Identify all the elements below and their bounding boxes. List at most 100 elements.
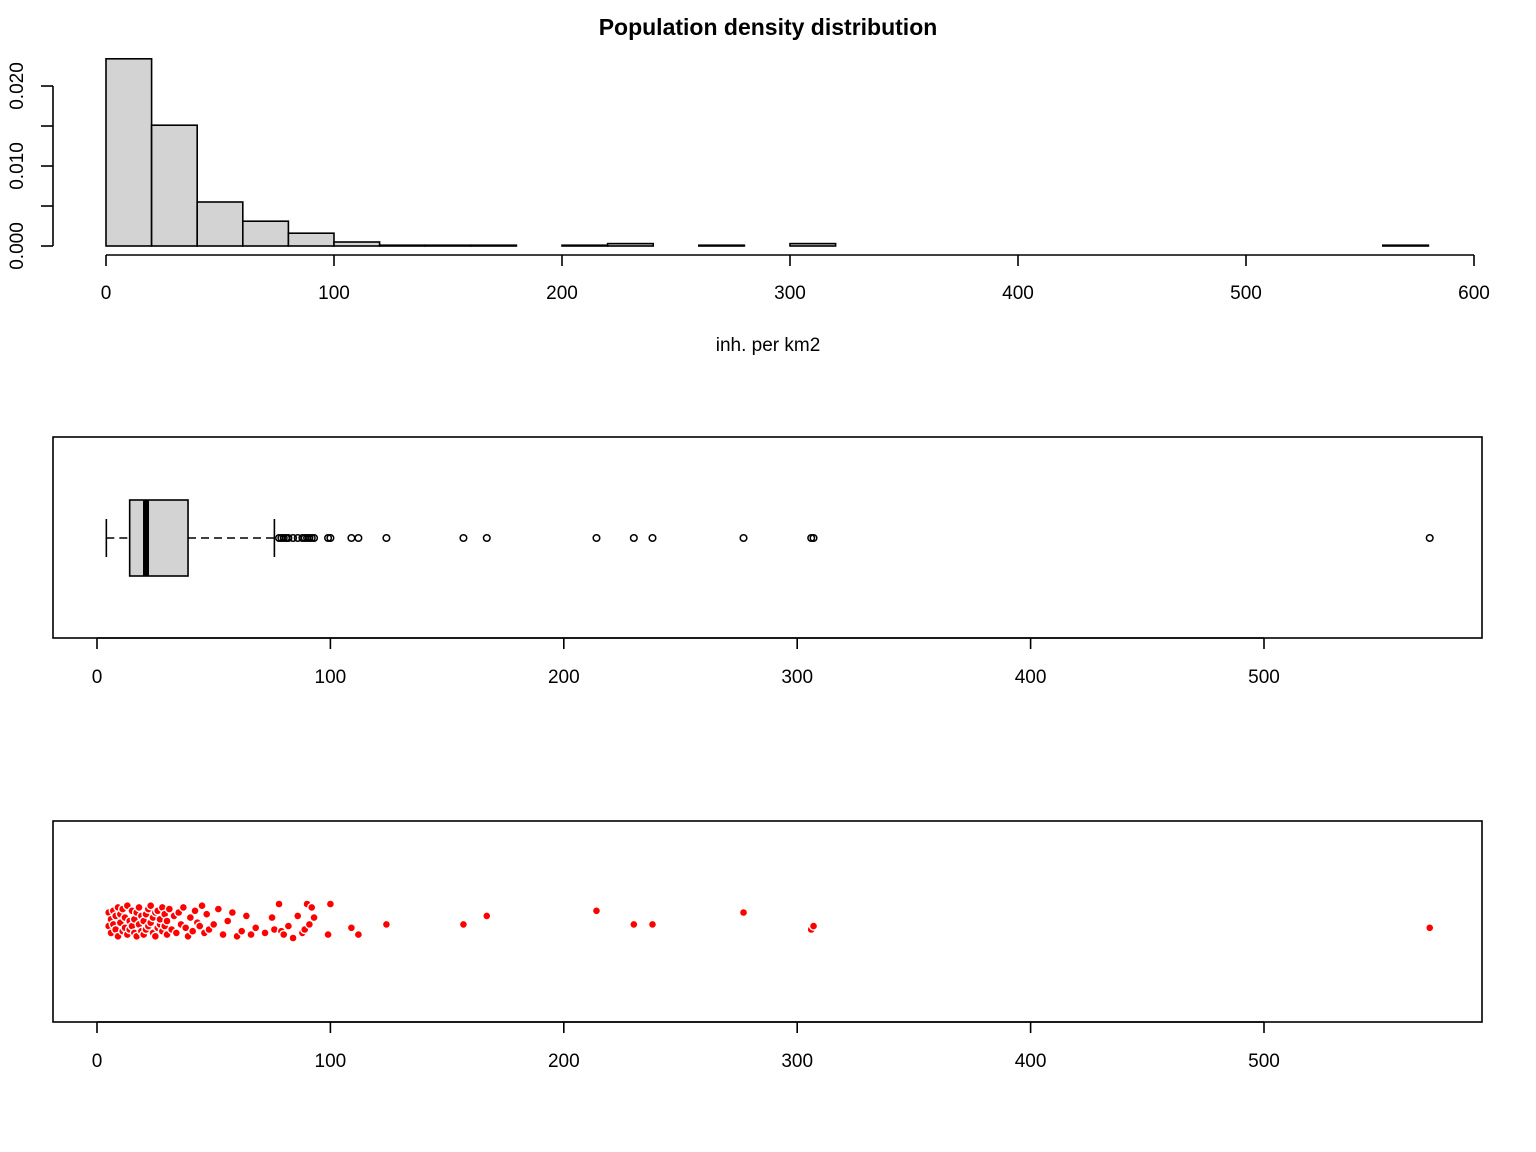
boxplot-x-axis: 0 100 200 300 400 500 — [92, 637, 1280, 688]
histogram-bar-8 — [469, 244, 518, 247]
x-axis-tick-label: 200 — [548, 1051, 580, 1072]
histogram-bar-5 — [333, 241, 381, 247]
stripchart-point — [288, 933, 298, 943]
histogram-bar-1 — [150, 124, 199, 247]
boxplot-outlier — [1425, 533, 1434, 543]
stripchart-point — [227, 907, 238, 918]
x-axis-tick-label: 500 — [1248, 1051, 1280, 1072]
histogram-x-axis-label: inh. per km2 — [716, 335, 821, 356]
histogram-bar-0 — [105, 57, 153, 247]
boxplot-outlier — [592, 533, 601, 543]
histogram-x-tick-label: 0 — [101, 283, 112, 304]
histogram-y-tick-label: 0.020 — [7, 62, 28, 110]
x-axis-tick-label: 300 — [781, 1051, 813, 1072]
stripchart-point — [171, 928, 182, 938]
boxplot-box — [128, 499, 189, 577]
stripchart-point — [325, 899, 336, 909]
stripchart-point — [241, 911, 252, 921]
histogram-bars — [105, 57, 1430, 247]
x-axis-tick-label: 400 — [1015, 667, 1047, 688]
x-axis-tick-label: 400 — [1015, 1051, 1047, 1072]
stripchart-point — [164, 904, 175, 914]
stripchart-point — [647, 919, 658, 930]
histogram-x-axis: 0 100 200 300 400 500 600 — [101, 254, 1490, 304]
stripchart-point — [162, 916, 172, 926]
histogram-bar-7 — [424, 244, 472, 247]
stripchart-point — [208, 919, 219, 930]
histogram-x-tick-label: 500 — [1230, 283, 1262, 304]
histogram-y-axis: 0.000 0.010 0.020 — [7, 62, 54, 270]
x-axis-tick-label: 0 — [92, 1051, 103, 1072]
stripchart-point — [283, 921, 294, 931]
stripchart-point — [323, 929, 333, 940]
stripchart-point — [237, 926, 247, 936]
histogram-x-tick-label: 100 — [318, 283, 350, 304]
stripchart-point — [1425, 923, 1435, 933]
histogram-bar-4 — [287, 232, 335, 247]
stripchart-point — [178, 902, 189, 913]
stripchart-point — [251, 923, 261, 933]
stripchart-point — [307, 902, 317, 913]
stripchart-point — [381, 919, 392, 930]
boxplot-outlier — [354, 533, 363, 543]
stripchart-point — [197, 901, 207, 911]
stripchart-point — [145, 901, 156, 911]
stripchart-point — [267, 912, 277, 923]
stripchart-point — [150, 931, 161, 941]
x-axis-tick-label: 500 — [1248, 667, 1280, 688]
stripchart-point — [223, 916, 233, 926]
x-axis-tick-label: 100 — [315, 667, 347, 688]
x-axis-tick-label: 100 — [315, 1051, 347, 1072]
boxplot-outlier — [809, 533, 818, 543]
boxplot-outlier — [739, 533, 748, 543]
boxplot-outlier — [648, 533, 657, 543]
histogram-bar-15 — [789, 242, 837, 247]
histogram-x-tick-label: 200 — [546, 283, 578, 304]
histogram-bar-3 — [242, 220, 290, 247]
stripchart-frame — [52, 820, 1483, 1023]
stripchart-point — [187, 926, 198, 936]
stripchart-point — [591, 906, 602, 916]
histogram-bar-2 — [196, 201, 244, 247]
stripchart-point — [201, 909, 212, 919]
stripchart-x-axis: 0 100 200 300 400 500 — [92, 1021, 1280, 1072]
x-axis-tick-label: 0 — [92, 667, 103, 688]
histogram-x-tick-label: 600 — [1458, 283, 1490, 304]
stripchart-point — [246, 929, 256, 940]
stripchart-point — [190, 906, 200, 916]
histogram-bar-28 — [1382, 244, 1430, 247]
stripchart-point — [194, 921, 205, 931]
stripchart-point — [213, 904, 224, 914]
stripchart-point — [274, 899, 284, 909]
stripchart-point — [279, 929, 289, 940]
x-axis-tick-label: 300 — [781, 667, 813, 688]
stripchart-point — [134, 902, 144, 913]
histogram-bar-10 — [561, 244, 609, 247]
x-axis-tick-label: 200 — [548, 667, 580, 688]
histogram-bar-6 — [378, 244, 427, 247]
stripchart-points — [103, 899, 1435, 943]
stripchart-point — [293, 911, 303, 921]
boxplot-outlier — [310, 533, 319, 543]
histogram-x-tick-label: 300 — [774, 283, 806, 304]
stripchart-point — [458, 919, 469, 930]
stripchart-point — [808, 921, 819, 931]
stripchart-point — [346, 923, 357, 933]
stripchart-point — [260, 928, 270, 938]
stripchart-point — [218, 929, 228, 940]
boxplot-outlier — [382, 533, 391, 543]
stripchart-point — [482, 911, 492, 921]
stripchart-point — [304, 919, 315, 930]
histogram-y-tick-label: 0.000 — [7, 222, 28, 270]
histogram-bar-13 — [697, 244, 746, 247]
boxplot-outlier — [482, 533, 491, 543]
boxplot-outlier — [289, 533, 298, 543]
boxplot-outlier — [459, 533, 468, 543]
boxplot-outlier — [629, 533, 638, 543]
stripchart-point — [738, 907, 749, 918]
boxplot-outlier — [347, 533, 356, 543]
histogram-y-tick-label: 0.010 — [7, 142, 28, 190]
boxplot-outlier — [284, 533, 293, 543]
stripchart-point — [185, 912, 196, 923]
